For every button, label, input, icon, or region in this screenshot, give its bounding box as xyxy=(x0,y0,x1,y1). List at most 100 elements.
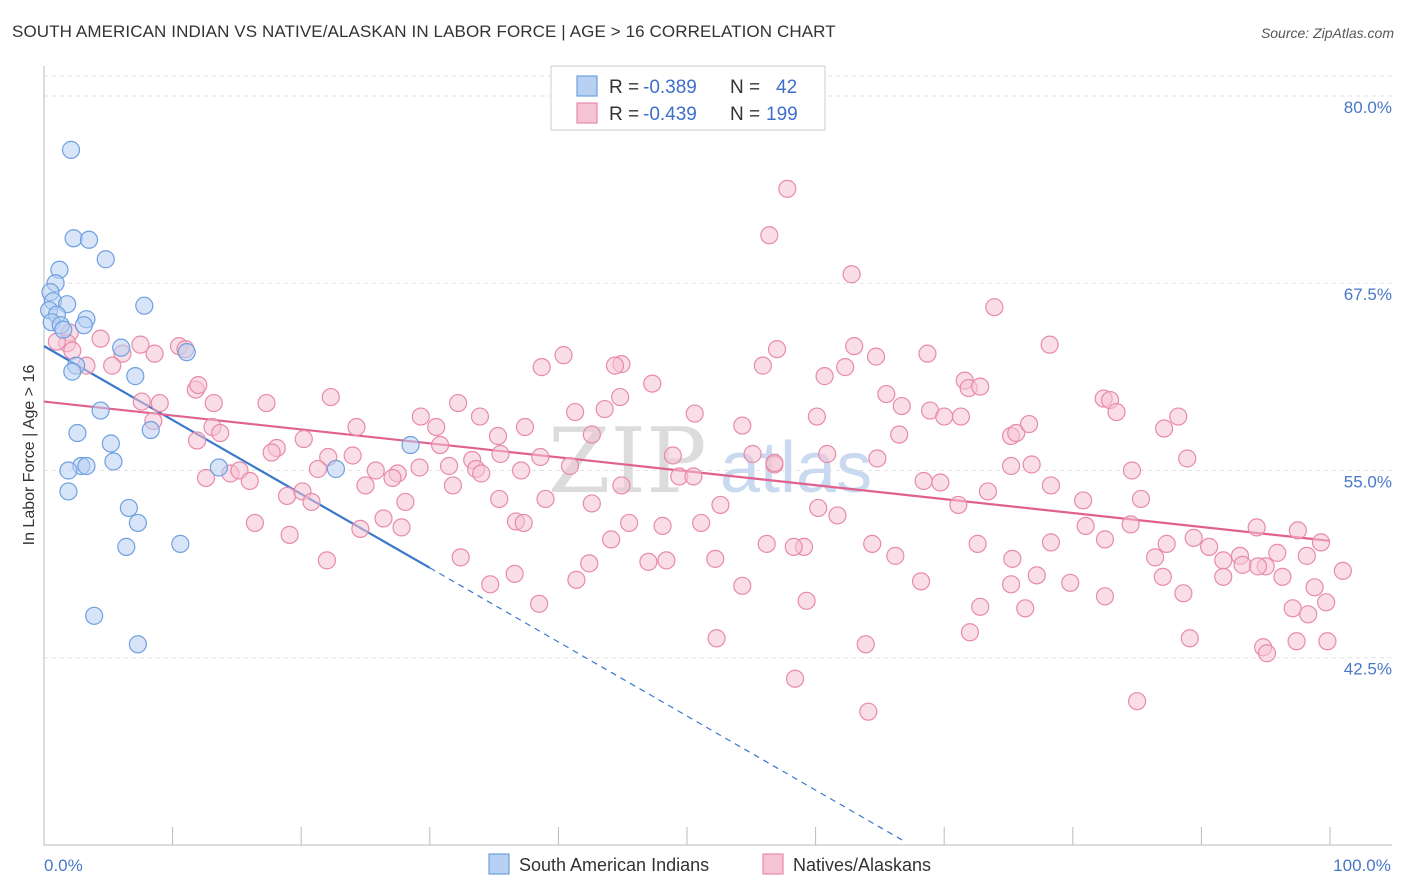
point-s1-124 xyxy=(245,513,265,533)
legend-r-value-1: -0.389 xyxy=(643,77,697,98)
point-s1-131 xyxy=(620,513,639,533)
point-s1-7 xyxy=(131,335,150,354)
point-s1-50 xyxy=(685,404,704,423)
point-s0-37 xyxy=(117,537,136,556)
point-s1-53 xyxy=(951,407,971,426)
point-s1-179 xyxy=(1273,567,1292,586)
point-s1-3 xyxy=(985,298,1004,317)
point-s1-110 xyxy=(931,473,950,492)
point-s1-49 xyxy=(595,399,614,419)
point-s1-190 xyxy=(707,629,726,648)
point-s1-133 xyxy=(692,513,711,533)
point-s1-97 xyxy=(560,456,580,476)
point-s1-13 xyxy=(103,356,122,375)
point-s0-29 xyxy=(77,456,96,476)
point-s1-25 xyxy=(836,358,855,377)
y-tick-label-3: 42.5% xyxy=(1344,660,1392,679)
point-s1-62 xyxy=(427,417,446,437)
point-s1-194 xyxy=(1287,632,1306,651)
point-s0-20 xyxy=(63,362,82,381)
point-s1-33 xyxy=(189,375,208,395)
point-s1-60 xyxy=(294,429,313,449)
point-s1-59 xyxy=(211,423,230,443)
point-s1-20 xyxy=(1040,335,1059,354)
point-s0-25 xyxy=(101,434,120,453)
point-s1-81 xyxy=(743,444,762,464)
point-s0-2 xyxy=(79,230,99,249)
point-s1-116 xyxy=(490,489,509,509)
point-s1-27 xyxy=(643,374,662,393)
x-tick-label-0: 0.0% xyxy=(44,856,83,875)
point-s1-106 xyxy=(383,468,402,488)
point-s1-24 xyxy=(753,356,772,375)
point-s1-173 xyxy=(911,572,931,591)
point-s1-125 xyxy=(280,525,299,544)
point-s1-132 xyxy=(653,516,672,536)
point-s1-35 xyxy=(611,387,630,407)
point-s1-52 xyxy=(935,407,954,426)
point-s1-198 xyxy=(785,669,805,688)
point-s1-111 xyxy=(978,482,998,501)
point-s1-21 xyxy=(554,346,573,365)
point-s1-100 xyxy=(765,453,784,473)
point-s1-73 xyxy=(262,443,281,462)
point-s1-99 xyxy=(684,467,703,486)
series-legend-swatch-pink xyxy=(762,853,784,875)
point-s1-119 xyxy=(711,495,730,515)
point-s1-0 xyxy=(778,179,797,198)
point-s1-93 xyxy=(439,456,459,476)
point-s1-76 xyxy=(430,435,450,455)
gridlines xyxy=(44,75,1392,659)
point-s1-139 xyxy=(1288,521,1307,540)
point-s1-156 xyxy=(1297,546,1316,565)
point-s1-126 xyxy=(351,519,370,539)
point-s1-42 xyxy=(892,396,911,416)
point-s1-109 xyxy=(914,471,933,491)
point-s1-92 xyxy=(410,458,429,477)
point-s1-9 xyxy=(63,341,82,360)
point-s1-185 xyxy=(1095,587,1115,606)
x-tick-label-1: 100.0% xyxy=(1333,856,1391,875)
point-s1-183 xyxy=(971,597,990,616)
point-s1-67 xyxy=(890,425,909,444)
point-s1-168 xyxy=(1248,557,1268,576)
legend-n-value-2: 199 xyxy=(766,104,798,125)
point-s1-163 xyxy=(706,549,725,568)
point-s1-180 xyxy=(1305,578,1324,597)
point-s1-51 xyxy=(807,407,826,426)
point-s1-38 xyxy=(150,393,169,413)
point-s1-113 xyxy=(277,486,297,506)
point-s1-71 xyxy=(1155,419,1174,438)
point-s1-84 xyxy=(868,449,887,468)
point-s1-182 xyxy=(797,591,816,610)
point-s1-167 xyxy=(1214,551,1233,570)
point-s1-128 xyxy=(392,518,411,537)
point-s1-37 xyxy=(132,392,151,411)
point-s0-16 xyxy=(54,320,73,339)
point-s1-117 xyxy=(536,489,555,509)
point-s1-186 xyxy=(1174,584,1193,603)
point-s1-80 xyxy=(663,446,682,465)
point-s1-164 xyxy=(784,537,803,556)
point-s1-36 xyxy=(321,387,340,407)
point-s1-166 xyxy=(1146,548,1165,567)
point-s1-176 xyxy=(1061,573,1080,592)
point-s1-184 xyxy=(1016,599,1035,618)
point-s0-9 xyxy=(135,296,154,315)
point-s1-5 xyxy=(91,329,110,348)
point-s0-34 xyxy=(119,498,138,518)
legend-r-label-1: R = xyxy=(609,77,639,98)
point-s1-118 xyxy=(582,494,601,513)
point-s0-39 xyxy=(128,635,147,654)
point-s1-193 xyxy=(1180,629,1199,648)
chart-source: Source: ZipAtlas.com xyxy=(1260,25,1394,41)
x-tick-labels: 0.0% 100.0% xyxy=(44,856,1391,875)
point-s1-150 xyxy=(1157,534,1176,553)
point-s0-33 xyxy=(59,482,78,501)
point-s1-18 xyxy=(866,347,886,366)
point-s0-22 xyxy=(91,401,110,420)
point-s1-70 xyxy=(1019,414,1039,434)
point-s0-18 xyxy=(177,343,196,362)
point-s1-112 xyxy=(1041,476,1061,495)
series-legend-swatch-blue xyxy=(488,853,510,875)
